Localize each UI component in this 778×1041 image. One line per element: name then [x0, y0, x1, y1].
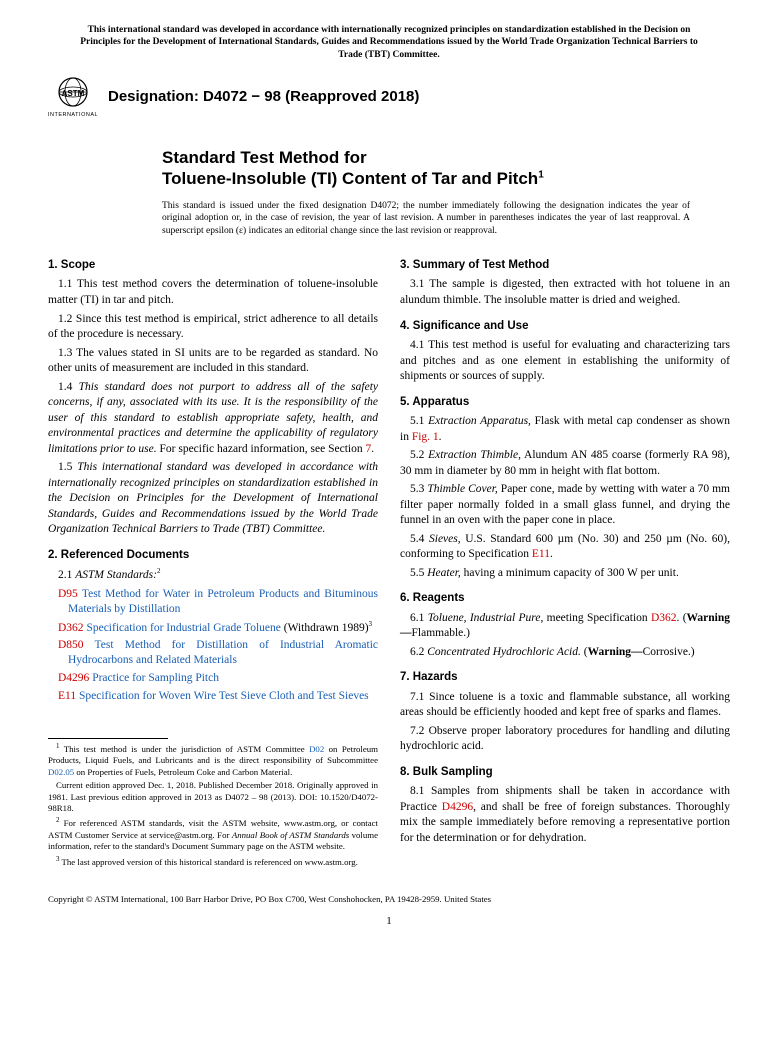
astm-logo: ASTM INTERNATIONAL — [48, 75, 98, 119]
svg-text:INTERNATIONAL: INTERNATIONAL — [48, 112, 98, 118]
section-1-head: 1. Scope — [48, 258, 378, 274]
section-2-head: 2. Referenced Documents — [48, 548, 378, 564]
issuance-note: This standard is issued under the fixed … — [162, 200, 730, 238]
para-6-1: 6.1 Toluene, Industrial Pure, meeting Sp… — [400, 611, 730, 642]
link-d95[interactable]: D95 — [58, 588, 78, 600]
standard-title: Standard Test Method for Toluene-Insolub… — [162, 147, 730, 190]
link-d850[interactable]: D850 — [58, 639, 84, 651]
section-8-head: 8. Bulk Sampling — [400, 765, 730, 781]
designation: Designation: D4072 − 98 (Reapproved 2018… — [108, 87, 419, 107]
title-line-2: Toluene-Insoluble (TI) Content of Tar an… — [162, 169, 538, 188]
link-d95-title[interactable]: Test Method for Water in Petroleum Produ… — [68, 588, 378, 616]
two-column-body: 1. Scope 1.1 This test method covers the… — [48, 258, 730, 870]
section-3-head: 3. Summary of Test Method — [400, 258, 730, 274]
section-7-head: 7. Hazards — [400, 670, 730, 686]
section-4-head: 4. Significance and Use — [400, 319, 730, 335]
section-6-head: 6. Reagents — [400, 591, 730, 607]
title-block: Standard Test Method for Toluene-Insolub… — [162, 147, 730, 238]
column-right: 3. Summary of Test Method 3.1 The sample… — [400, 258, 730, 870]
ref-d4296: D4296 Practice for Sampling Pitch — [48, 671, 378, 687]
para-1-2: 1.2 Since this test method is empirical,… — [48, 312, 378, 343]
column-left: 1. Scope 1.1 This test method covers the… — [48, 258, 378, 870]
header-row: ASTM INTERNATIONAL Designation: D4072 − … — [48, 75, 730, 119]
link-d4296-inline[interactable]: D4296 — [442, 801, 473, 813]
page-number: 1 — [48, 914, 730, 929]
link-d4296[interactable]: D4296 — [58, 672, 89, 684]
para-7-1: 7.1 Since toluene is a toxic and flammab… — [400, 690, 730, 721]
ref-d95: D95 Test Method for Water in Petroleum P… — [48, 587, 378, 618]
link-d850-title[interactable]: Test Method for Distillation of Industri… — [68, 639, 378, 667]
footnote-1: 1 This test method is under the jurisdic… — [48, 742, 378, 778]
para-6-2: 6.2 Concentrated Hydrochloric Acid. (War… — [400, 645, 730, 661]
link-fig-1[interactable]: Fig. 1 — [412, 431, 439, 443]
footnote-3: 3 The last approved version of this hist… — [48, 855, 378, 868]
ref-d362: D362 Specification for Industrial Grade … — [48, 620, 378, 636]
para-5-3: 5.3 Thimble Cover, Paper cone, made by w… — [400, 482, 730, 529]
para-1-5: 1.5 This international standard was deve… — [48, 460, 378, 538]
para-1-4: 1.4 This standard does not purport to ad… — [48, 380, 378, 458]
ref-e11: E11 Specification for Woven Wire Test Si… — [48, 689, 378, 705]
para-7-2: 7.2 Observe proper laboratory procedures… — [400, 724, 730, 755]
para-5-5: 5.5 Heater, having a minimum capacity of… — [400, 566, 730, 582]
link-e11-title[interactable]: Specification for Woven Wire Test Sieve … — [76, 690, 369, 702]
para-8-1: 8.1 Samples from shipments shall be take… — [400, 784, 730, 846]
para-3-1: 3.1 The sample is digested, then extract… — [400, 277, 730, 308]
link-e11[interactable]: E11 — [58, 690, 76, 702]
para-5-1: 5.1 Extraction Apparatus, Flask with met… — [400, 414, 730, 445]
top-committee-note: This international standard was develope… — [48, 24, 730, 75]
para-1-1: 1.1 This test method covers the determin… — [48, 277, 378, 308]
link-committee-d02[interactable]: D02 — [309, 744, 324, 754]
link-d4296-title[interactable]: Practice for Sampling Pitch — [89, 672, 219, 684]
footnote-ref-1: 1 — [538, 170, 544, 181]
ref-d850: D850 Test Method for Distillation of Ind… — [48, 638, 378, 669]
link-e11-inline[interactable]: E11 — [532, 548, 550, 560]
para-2-1: 2.1 ASTM Standards:2 — [48, 567, 378, 583]
link-d362-title[interactable]: Specification for Industrial Grade Tolue… — [84, 621, 281, 633]
link-subcommittee-d02-05[interactable]: D02.05 — [48, 767, 74, 777]
footnote-2: 2 For referenced ASTM standards, visit t… — [48, 816, 378, 852]
footnotes-block: 1 This test method is under the jurisdic… — [48, 734, 378, 868]
para-4-1: 4.1 This test method is useful for evalu… — [400, 338, 730, 385]
page: This international standard was develope… — [0, 0, 778, 959]
para-5-4: 5.4 Sieves, U.S. Standard 600 µm (No. 30… — [400, 532, 730, 563]
svg-text:ASTM: ASTM — [62, 89, 85, 98]
link-d362-inline[interactable]: D362 — [651, 612, 677, 624]
footnote-1b: Current edition approved Dec. 1, 2018. P… — [48, 780, 378, 814]
link-d362[interactable]: D362 — [58, 621, 84, 633]
copyright-line: Copyright © ASTM International, 100 Barr… — [48, 894, 730, 906]
para-5-2: 5.2 Extraction Thimble, Alundum AN 485 c… — [400, 448, 730, 479]
section-5-head: 5. Apparatus — [400, 395, 730, 411]
title-line-1: Standard Test Method for — [162, 148, 367, 167]
para-1-3: 1.3 The values stated in SI units are to… — [48, 346, 378, 377]
